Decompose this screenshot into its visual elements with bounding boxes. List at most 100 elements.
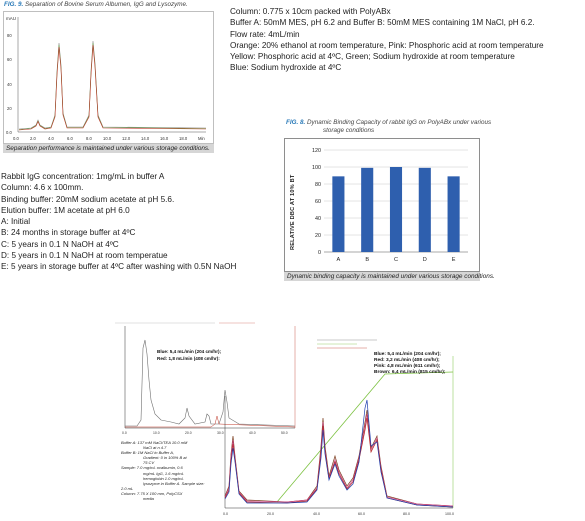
fig9-chart: mAU 80 60 40 20 0.0 0.0 2.0 4.0 6.0 8.0 …: [3, 11, 214, 144]
fig8-bar-chart: RELATIVE DBC AT 10% BT 0 20 40 60 80 100 120 A…: [284, 138, 480, 272]
fig9-xtick-14: 14.0: [141, 136, 150, 141]
rabbit-line: A: Initial: [1, 217, 31, 227]
right-chrom-traces: [224, 399, 454, 508]
fig8-bar-E: [447, 176, 460, 252]
fig8-ytick-label: 20: [315, 233, 321, 239]
legend-red: Red: 3,2 mL/min (408 cm/hr);: [374, 358, 440, 363]
condition-line: Column: 0.775 x 10cm packed with PolyABx: [230, 7, 391, 16]
fig9-trace-red: [18, 44, 207, 131]
fig9-x-unit: Min: [198, 136, 205, 141]
rabbit-line: Binding buffer: 20mM sodium acetate at p…: [1, 194, 175, 204]
right-chromatogram: 0.0 20.0 40.0 60.0 80.0 100.0: [223, 339, 454, 516]
right-trace-blue: [224, 399, 454, 508]
rabbit-line: C: 5 years in 0.1 N NaOH at 4ºC: [1, 239, 119, 249]
condition-line: Orange: 20% ethanol at room temperature,…: [230, 40, 544, 50]
fig9-ytick-80: 80: [7, 33, 12, 38]
right-chrom-header-marks: [317, 339, 377, 349]
condition-line: Flow rate: 4mL/min: [230, 29, 300, 39]
fig9-ytick-0: 0.0: [6, 130, 12, 135]
note-line: Buffer A: 137 mM NaCl/TEA 10.0 mM: [121, 440, 188, 445]
fig9-xtick-10: 10.0: [103, 136, 112, 141]
fig9-ytick-20: 20: [7, 106, 12, 111]
note-line: media: [143, 496, 154, 502]
fig8-xtick-label: C: [394, 257, 398, 263]
fig9-x-ticks: 0.0 2.0 4.0 6.0 8.0 10.0 12.0 14.0 16.0 …: [13, 136, 188, 141]
fig8-ytick-label: 60: [315, 199, 321, 205]
right-chrom-xtick: 20.0: [267, 512, 274, 516]
left-chrom-xtick: 20.0: [185, 431, 192, 435]
fig9-traces: [18, 40, 207, 131]
left-chrom-xtick: 10.0: [153, 431, 160, 435]
left-chrom-xtick: 50.0: [281, 431, 288, 435]
right-chrom-x-ticks: 0.0 20.0 40.0 60.0 80.0 100.0: [223, 512, 454, 516]
fig8-caption: Dynamic binding capacity is maintained u…: [284, 272, 495, 281]
fig8-ytick-label: 80: [315, 182, 321, 188]
fig9-y-ticks: 80 60 40 20 0.0: [6, 33, 12, 135]
fig8-ytick-label: 40: [315, 216, 321, 222]
fig8-title: FIG. 8. Dynamic Binding Capacity of rabb…: [286, 119, 491, 134]
fig9-xtick-2: 2.0: [30, 136, 36, 141]
fig9-xtick-8: 8.0: [86, 136, 92, 141]
left-chrom-trace-gray: [125, 339, 296, 427]
fig8-xtick-label: D: [423, 257, 427, 263]
right-chrom-xtick: 60.0: [358, 512, 365, 516]
fig8-chart-frame: [284, 138, 480, 272]
fig8-title-line1: Dynamic Binding Capacity of rabbit IgG o…: [307, 119, 492, 126]
right-chrom-xtick: 80.0: [403, 512, 410, 516]
fig9-ytick-60: 60: [7, 57, 12, 62]
fig9-xtick-6: 6.0: [67, 136, 73, 141]
note-line: NaCl at n 4.7: [143, 445, 167, 451]
rabbit-igg-block: Rabbit IgG concentration: 1mg/mL in buff…: [1, 171, 236, 273]
right-chrom-xtick: 0.0: [223, 512, 228, 516]
rabbit-line: B: 24 months in storage buffer at 4ºC: [1, 228, 136, 238]
fig8-ytick-label: 100: [312, 165, 321, 171]
fig8-ylabel: RELATIVE DBC AT 10% BT: [290, 174, 296, 250]
fig8-bar-A: [332, 176, 345, 252]
note-line: Sample: 7.0 mg/mL ovalbumin, 0.6: [121, 465, 183, 471]
left-chrom-xtick: 40.0: [249, 431, 256, 435]
rabbit-line: Rabbit IgG concentration: 1mg/mL in buff…: [1, 172, 165, 181]
fig8-x-ticks: A B C D E: [337, 257, 456, 263]
note-line: Buffer B: 1M NaCl in Buffer A,: [121, 450, 174, 456]
fig9-number: FIG. 9.: [4, 1, 24, 8]
condition-line: Yellow: Phosphoric acid at 4ºC, Green; S…: [230, 52, 515, 62]
fig9-title: FIG. 9. Separation of Bovine Serum Album…: [4, 1, 188, 8]
fig8-ytick-label: 120: [312, 148, 321, 154]
conditions-block: Column: 0.775 x 10cm packed with PolyABx…: [230, 6, 544, 74]
condition-line: Buffer A: 50mM MES, pH 6.2 and Buffer B:…: [230, 18, 535, 28]
fig9-y-unit: mAU: [6, 16, 16, 21]
left-chrom-flow-blue: Blue: 5,4 mL/min (204 cm/hr);: [157, 349, 222, 354]
fig9-xtick-12: 12.0: [122, 136, 131, 141]
fig8-xtick-label: E: [452, 257, 456, 263]
rabbit-line: D: 5 years in 0.1 N NaOH at room tempera…: [1, 251, 168, 261]
fig9-xtick-18: 18.0: [179, 136, 188, 141]
rabbit-line: Elution buffer: 1M acetate at pH 6.0: [1, 205, 130, 215]
right-trace-red: [224, 417, 454, 508]
fig8-bars: [332, 167, 460, 252]
right-chrom-legend: Blue: 5,4 mL/min (204 cm/hr); Red: 3,2 m…: [374, 352, 445, 376]
fig8-y-ticks: 0 20 40 60 80 100 120: [312, 148, 321, 256]
note-line: lysozyme in Buffer A. Sample size:: [143, 480, 205, 486]
fig9-title-text: Separation of Bovine Serum Albumen, IgG …: [25, 1, 188, 8]
note-line: Gradient: 0 in 100% B at: [143, 455, 187, 461]
left-chrom-xtick: 30.0: [217, 431, 224, 435]
fig9-ytick-40: 40: [7, 82, 12, 87]
right-chrom-xtick: 100.0: [445, 512, 454, 516]
note-line: hemoglobin 1.0 mg/mL: [143, 475, 184, 481]
left-chrom-xtick: 0.0: [122, 431, 127, 435]
note-line: Column: 7.75 X 100 mm, PolyCSX: [121, 490, 183, 496]
note-line: mg/mL IgG, 1.6 mg/mL: [143, 470, 184, 476]
fig8-bar-C: [389, 167, 403, 252]
rabbit-line: E: 5 years in storage buffer at 4ºC afte…: [1, 262, 237, 272]
condition-line: Blue: Sodium hydroxide at 4ºC: [230, 63, 342, 73]
fig9-xtick-16: 16.0: [160, 136, 169, 141]
fig8-ytick-label: 0: [318, 250, 321, 256]
fig9-plot-frame: [3, 11, 214, 144]
fig9-caption: Separation performance is maintained und…: [3, 144, 214, 153]
legend-blue: Blue: 5,4 mL/min (204 cm/hr);: [374, 352, 441, 357]
legend-brown: Brown: 6,4 mL/min (815 cm/hr);: [374, 370, 446, 375]
fig8-bar-B: [361, 167, 374, 252]
fig8-title-line2: storage conditions: [323, 126, 375, 134]
fig9-xtick-0: 0.0: [13, 136, 19, 141]
fig8-xtick-label: B: [365, 257, 369, 263]
